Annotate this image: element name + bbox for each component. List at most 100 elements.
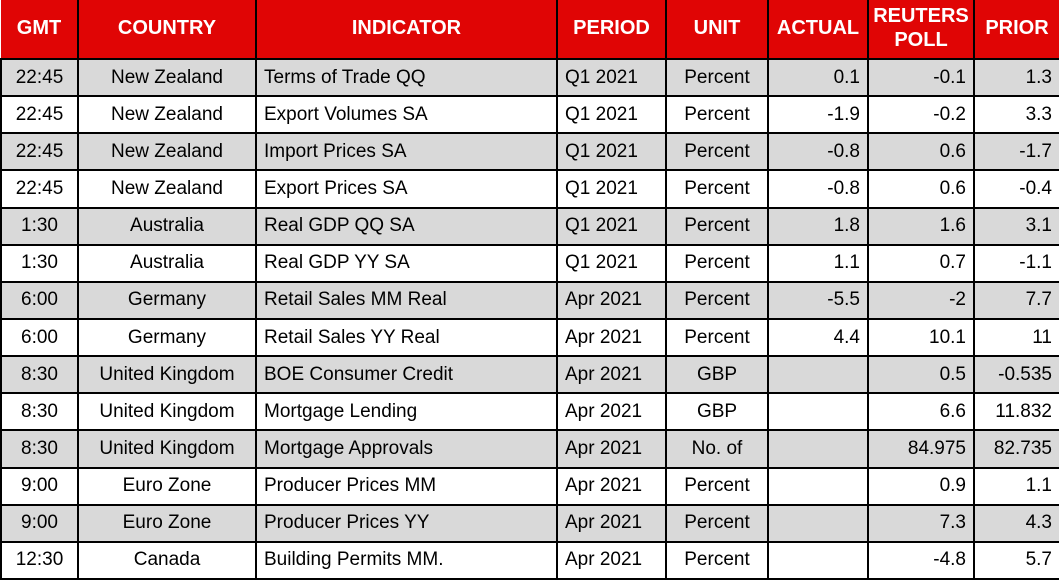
cell-prior: 11 bbox=[973, 317, 1059, 358]
col-header-prior: PRIOR bbox=[973, 0, 1059, 60]
cell-gmt: 12:30 bbox=[0, 540, 79, 580]
cell-country: Australia bbox=[77, 243, 257, 283]
cell-prior: 4.3 bbox=[973, 503, 1059, 543]
cell-country: New Zealand bbox=[77, 95, 257, 135]
cell-gmt: 8:30 bbox=[0, 355, 79, 395]
cell-country: United Kingdom bbox=[77, 355, 257, 395]
cell-country: New Zealand bbox=[77, 57, 257, 98]
cell-period: Apr 2021 bbox=[556, 317, 667, 358]
table-row: 22:45 New Zealand Terms of Trade QQ Q1 2021… bbox=[0, 57, 1059, 98]
cell-actual bbox=[767, 540, 869, 580]
cell-prior: -1.7 bbox=[973, 132, 1059, 172]
cell-country: Euro Zone bbox=[77, 466, 257, 506]
cell-actual bbox=[767, 503, 869, 543]
table-row: 6:00 Germany Retail Sales MM Real Apr 2021 P… bbox=[0, 280, 1059, 320]
table-row: 9:00 Euro Zone Producer Prices YY Apr 2021 P… bbox=[0, 503, 1059, 543]
cell-indicator: Mortgage Lending bbox=[255, 392, 558, 432]
cell-actual bbox=[767, 355, 869, 395]
cell-prior: 82.735 bbox=[973, 429, 1059, 469]
cell-unit: Percent bbox=[665, 466, 769, 506]
cell-indicator: Export Prices SA bbox=[255, 169, 558, 209]
cell-indicator: Terms of Trade QQ bbox=[255, 57, 558, 98]
cell-reuters-poll: 7.3 bbox=[867, 503, 975, 543]
table-row: 9:00 Euro Zone Producer Prices MM Apr 2021 P… bbox=[0, 466, 1059, 506]
cell-indicator: Building Permits MM. bbox=[255, 540, 558, 580]
cell-reuters-poll: 0.6 bbox=[867, 132, 975, 172]
cell-unit: Percent bbox=[665, 206, 769, 246]
cell-reuters-poll: 0.6 bbox=[867, 169, 975, 209]
cell-prior: 3.1 bbox=[973, 206, 1059, 246]
cell-reuters-poll: -0.1 bbox=[867, 57, 975, 98]
cell-prior: 11.832 bbox=[973, 392, 1059, 432]
table-row: 8:30 United Kingdom BOE Consumer Credit Apr… bbox=[0, 355, 1059, 395]
cell-reuters-poll: 0.5 bbox=[867, 355, 975, 395]
cell-period: Q1 2021 bbox=[556, 132, 667, 172]
cell-prior: -0.4 bbox=[973, 169, 1059, 209]
cell-gmt: 22:45 bbox=[0, 95, 79, 135]
cell-reuters-poll: 1.6 bbox=[867, 206, 975, 246]
cell-period: Q1 2021 bbox=[556, 206, 667, 246]
cell-actual: 0.1 bbox=[767, 57, 869, 98]
table-row: 6:00 Germany Retail Sales YY Real Apr 2021 P… bbox=[0, 317, 1059, 358]
cell-actual bbox=[767, 392, 869, 432]
cell-period: Apr 2021 bbox=[556, 503, 667, 543]
table-body: 22:45 New Zealand Terms of Trade QQ Q1 2021… bbox=[0, 57, 1059, 580]
cell-prior: 7.7 bbox=[973, 280, 1059, 320]
cell-reuters-poll: 0.9 bbox=[867, 466, 975, 506]
cell-prior: -0.535 bbox=[973, 355, 1059, 395]
cell-actual: -1.9 bbox=[767, 95, 869, 135]
cell-actual: -0.8 bbox=[767, 169, 869, 209]
cell-unit: Percent bbox=[665, 540, 769, 580]
cell-indicator: Retail Sales YY Real bbox=[255, 317, 558, 358]
cell-gmt: 6:00 bbox=[0, 280, 79, 320]
cell-period: Q1 2021 bbox=[556, 95, 667, 135]
cell-indicator: Export Volumes SA bbox=[255, 95, 558, 135]
col-header-period: PERIOD bbox=[556, 0, 667, 60]
cell-gmt: 9:00 bbox=[0, 466, 79, 506]
table-row: 12:30 Canada Building Permits MM. Apr 2021 P… bbox=[0, 540, 1059, 580]
cell-prior: 1.3 bbox=[973, 57, 1059, 98]
table-row: 22:45 New Zealand Export Prices SA Q1 2021 P… bbox=[0, 169, 1059, 209]
cell-actual bbox=[767, 466, 869, 506]
cell-period: Apr 2021 bbox=[556, 392, 667, 432]
cell-country: Germany bbox=[77, 280, 257, 320]
cell-unit: Percent bbox=[665, 169, 769, 209]
cell-unit: No. of bbox=[665, 429, 769, 469]
cell-gmt: 1:30 bbox=[0, 243, 79, 283]
cell-unit: GBP bbox=[665, 355, 769, 395]
table-row: 22:45 New Zealand Import Prices SA Q1 2021 P… bbox=[0, 132, 1059, 172]
cell-country: New Zealand bbox=[77, 132, 257, 172]
cell-indicator: Import Prices SA bbox=[255, 132, 558, 172]
cell-period: Apr 2021 bbox=[556, 280, 667, 320]
cell-country: Germany bbox=[77, 317, 257, 358]
col-header-actual: ACTUAL bbox=[767, 0, 869, 60]
cell-indicator: Real GDP YY SA bbox=[255, 243, 558, 283]
cell-gmt: 1:30 bbox=[0, 206, 79, 246]
cell-reuters-poll: -2 bbox=[867, 280, 975, 320]
cell-country: United Kingdom bbox=[77, 392, 257, 432]
cell-prior: -1.1 bbox=[973, 243, 1059, 283]
cell-prior: 3.3 bbox=[973, 95, 1059, 135]
cell-period: Apr 2021 bbox=[556, 540, 667, 580]
table-row: 1:30 Australia Real GDP YY SA Q1 2021 Percen… bbox=[0, 243, 1059, 283]
cell-country: Australia bbox=[77, 206, 257, 246]
cell-gmt: 22:45 bbox=[0, 57, 79, 98]
cell-country: Euro Zone bbox=[77, 503, 257, 543]
cell-gmt: 9:00 bbox=[0, 503, 79, 543]
cell-reuters-poll: 10.1 bbox=[867, 317, 975, 358]
cell-indicator: Producer Prices MM bbox=[255, 466, 558, 506]
cell-prior: 1.1 bbox=[973, 466, 1059, 506]
cell-gmt: 6:00 bbox=[0, 317, 79, 358]
cell-actual: -0.8 bbox=[767, 132, 869, 172]
col-header-gmt: GMT bbox=[1, 0, 79, 60]
cell-period: Apr 2021 bbox=[556, 355, 667, 395]
cell-period: Q1 2021 bbox=[556, 169, 667, 209]
col-header-country: COUNTRY bbox=[77, 0, 257, 60]
table-row: 8:30 United Kingdom Mortgage Approvals Apr … bbox=[0, 429, 1059, 469]
table-row: 22:45 New Zealand Export Volumes SA Q1 2021… bbox=[0, 95, 1059, 135]
cell-period: Apr 2021 bbox=[556, 429, 667, 469]
header-row: GMT COUNTRY INDICATOR PERIOD UNIT ACTUAL… bbox=[1, 0, 1059, 60]
cell-unit: Percent bbox=[665, 57, 769, 98]
cell-period: Q1 2021 bbox=[556, 243, 667, 283]
